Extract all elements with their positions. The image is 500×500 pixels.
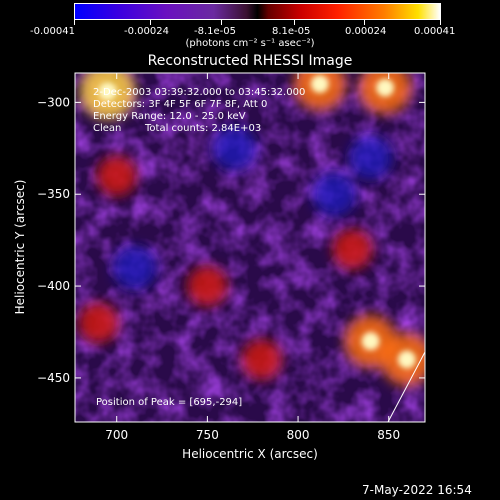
colorbar — [74, 3, 441, 20]
dim-region — [312, 172, 357, 217]
info-method: Clean — [93, 123, 122, 134]
info-total-counts: Total counts: 2.84E+03 — [145, 123, 262, 134]
plot-frame — [74, 72, 426, 423]
dim-region — [112, 245, 157, 290]
x-tick-label: 750 — [196, 428, 219, 442]
colorbar-ticks — [74, 20, 441, 26]
colorbar-tick-label: 8.1e-05 — [272, 26, 311, 37]
colorbar-tick-label: 0.00024 — [345, 26, 387, 37]
colorbar-tick-label: 0.00041 — [414, 26, 456, 37]
bright-core — [361, 332, 380, 351]
bright-core — [376, 78, 395, 97]
colorbar-tick-label: -8.1e-05 — [194, 26, 236, 37]
dim-region — [348, 135, 393, 180]
y-tick-label: −300 — [37, 95, 70, 109]
solar-limb-line — [387, 351, 426, 423]
x-tick-label: 850 — [377, 428, 400, 442]
bright-core — [310, 75, 329, 94]
y-tick-label: −350 — [37, 187, 70, 201]
info-detectors: Detectors: 3F 4F 5F 6F 7F 8F, Att 0 — [93, 99, 268, 110]
bright-core — [98, 82, 117, 101]
x-tick-label: 800 — [287, 428, 310, 442]
colorbar-unit-label: (photons cm⁻² s⁻¹ asec⁻²) — [185, 38, 315, 49]
bright-region — [96, 155, 137, 196]
colorbar-tick-label: -0.00024 — [124, 26, 169, 37]
x-axis-label: Heliocentric X (arcsec) — [182, 447, 318, 461]
y-tick-label: −450 — [37, 371, 70, 385]
bright-region — [78, 302, 119, 343]
colorbar-tick-label: -0.00041 — [30, 26, 75, 37]
y-axis-label: Heliocentric Y (arcsec) — [13, 179, 27, 315]
bright-core — [397, 350, 416, 369]
bright-region — [187, 266, 228, 307]
peak-position-label: Position of Peak = [695,-294] — [96, 397, 243, 408]
x-tick-label: 700 — [105, 428, 128, 442]
timestamp: 7-May-2022 16:54 — [362, 483, 472, 497]
heatmap-image — [75, 73, 425, 422]
dim-region — [212, 126, 257, 171]
info-energy-range: Energy Range: 12.0 - 25.0 keV — [93, 111, 246, 122]
y-tick-label: −400 — [37, 279, 70, 293]
info-time-range: 2-Dec-2003 03:39:32.000 to 03:45:32.000 — [93, 87, 306, 98]
chart-title: Reconstructed RHESSI Image — [147, 53, 353, 69]
bright-region — [332, 229, 373, 270]
bright-region — [241, 339, 282, 380]
